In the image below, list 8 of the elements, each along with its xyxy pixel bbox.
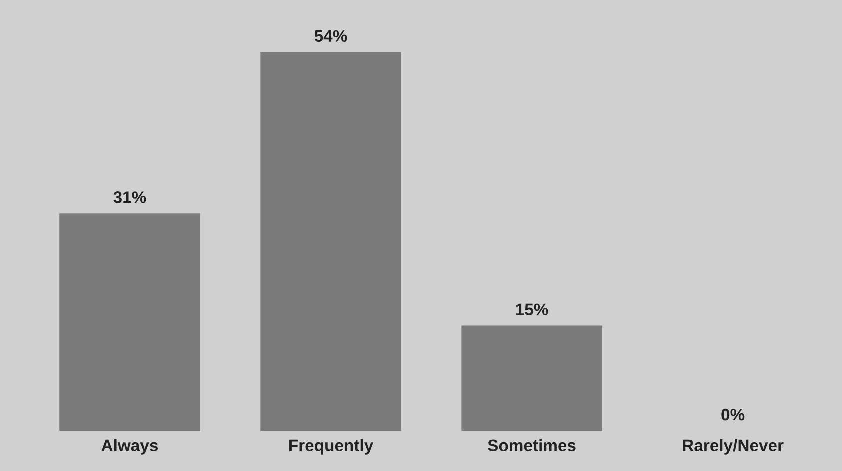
- x-tick-label: Rarely/Never: [683, 439, 784, 455]
- data-label: 15%: [516, 304, 548, 316]
- data-label: 54%: [314, 30, 348, 42]
- x-tick-label: Always: [102, 439, 158, 455]
- x-tick-label: Sometimes: [488, 439, 576, 452]
- data-label: 0%: [722, 408, 745, 421]
- x-tick-label: Frequently: [290, 439, 374, 455]
- data-label: 31%: [114, 192, 146, 204]
